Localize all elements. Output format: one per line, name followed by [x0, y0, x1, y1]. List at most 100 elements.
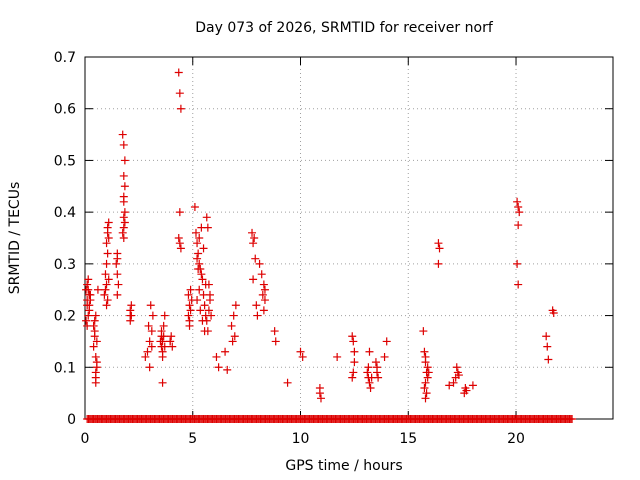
- data-point: [185, 321, 194, 330]
- data-point: [83, 280, 92, 289]
- data-point: [454, 371, 463, 380]
- data-point: [84, 275, 93, 284]
- data-point: [449, 378, 458, 387]
- data-point: [100, 290, 109, 299]
- data-point: [251, 254, 260, 263]
- y-tick-label: 0.7: [54, 50, 76, 66]
- data-point: [147, 327, 156, 336]
- data-point: [445, 381, 454, 390]
- data-point: [127, 301, 136, 310]
- data-point: [258, 290, 267, 299]
- data-point: [421, 394, 430, 403]
- data-point: [249, 239, 258, 248]
- data-point: [101, 270, 110, 279]
- data-point: [85, 301, 94, 310]
- x-tick-label: 5: [188, 431, 197, 447]
- data-point: [159, 321, 168, 330]
- data-point: [184, 290, 193, 299]
- data-point: [543, 342, 552, 351]
- data-point: [374, 373, 383, 382]
- data-point: [298, 352, 307, 361]
- data-point: [175, 208, 184, 217]
- data-point: [207, 311, 216, 320]
- data-point: [348, 373, 357, 382]
- data-point: [90, 316, 99, 325]
- data-point: [104, 218, 113, 227]
- data-point: [118, 228, 127, 237]
- data-point: [227, 321, 236, 330]
- data-point: [144, 321, 153, 330]
- data-point: [420, 347, 429, 356]
- data-point: [146, 301, 155, 310]
- data-point: [85, 290, 94, 299]
- data-point: [223, 365, 232, 374]
- data-point: [195, 285, 204, 294]
- data-point: [250, 234, 259, 242]
- data-point: [102, 259, 111, 268]
- data-point: [102, 280, 111, 289]
- data-point: [514, 202, 523, 211]
- y-tick-label: 0: [67, 412, 76, 428]
- data-point: [419, 327, 428, 336]
- data-point: [113, 290, 122, 299]
- data-point: [91, 311, 100, 320]
- data-point: [194, 249, 203, 258]
- data-point: [160, 311, 169, 320]
- data-point: [283, 378, 292, 387]
- data-point: [202, 316, 211, 325]
- data-point: [198, 275, 207, 284]
- data-point: [193, 296, 202, 305]
- data-point: [89, 321, 98, 330]
- data-point: [350, 358, 359, 367]
- data-point: [424, 368, 433, 377]
- data-point: [253, 311, 262, 320]
- data-point: [113, 249, 122, 258]
- data-point: [148, 311, 157, 320]
- data-point: [204, 306, 213, 315]
- data-point: [373, 363, 382, 372]
- data-point: [175, 89, 184, 98]
- data-point: [158, 352, 167, 361]
- data-point: [166, 337, 175, 346]
- x-axis-label: GPS time / hours: [285, 458, 402, 474]
- data-point: [435, 244, 444, 253]
- data-point: [126, 311, 135, 320]
- data-point: [91, 352, 100, 361]
- data-point: [145, 337, 154, 346]
- data-point: [158, 337, 167, 346]
- data-point: [145, 363, 154, 372]
- data-point: [271, 337, 280, 346]
- data-point: [168, 342, 177, 351]
- data-point: [118, 130, 127, 139]
- data-point: [452, 363, 461, 372]
- data-point: [363, 368, 372, 377]
- data-point: [186, 285, 195, 294]
- data-point: [203, 223, 212, 232]
- data-point: [202, 213, 211, 222]
- data-point: [349, 368, 358, 377]
- plot-frame: [84, 56, 614, 420]
- data-point: [249, 275, 258, 284]
- data-point: [175, 239, 184, 248]
- data-point: [544, 355, 553, 364]
- data-point: [194, 265, 203, 274]
- data-point: [84, 311, 93, 320]
- data-point: [158, 378, 167, 387]
- y-tick-label: 0.3: [54, 257, 76, 273]
- data-point: [365, 378, 374, 387]
- data-point: [316, 394, 325, 403]
- data-point: [270, 327, 279, 336]
- data-point: [205, 296, 214, 305]
- y-tick-label: 0.2: [54, 309, 76, 325]
- data-point: [141, 352, 150, 361]
- data-point: [260, 285, 269, 294]
- data-point: [82, 316, 91, 325]
- x-tick-label: 15: [399, 431, 417, 447]
- data-point: [119, 171, 128, 180]
- data-point: [349, 337, 358, 346]
- data-point: [91, 378, 100, 387]
- data-point: [421, 352, 430, 361]
- data-point: [147, 342, 156, 351]
- data-point: [191, 228, 200, 237]
